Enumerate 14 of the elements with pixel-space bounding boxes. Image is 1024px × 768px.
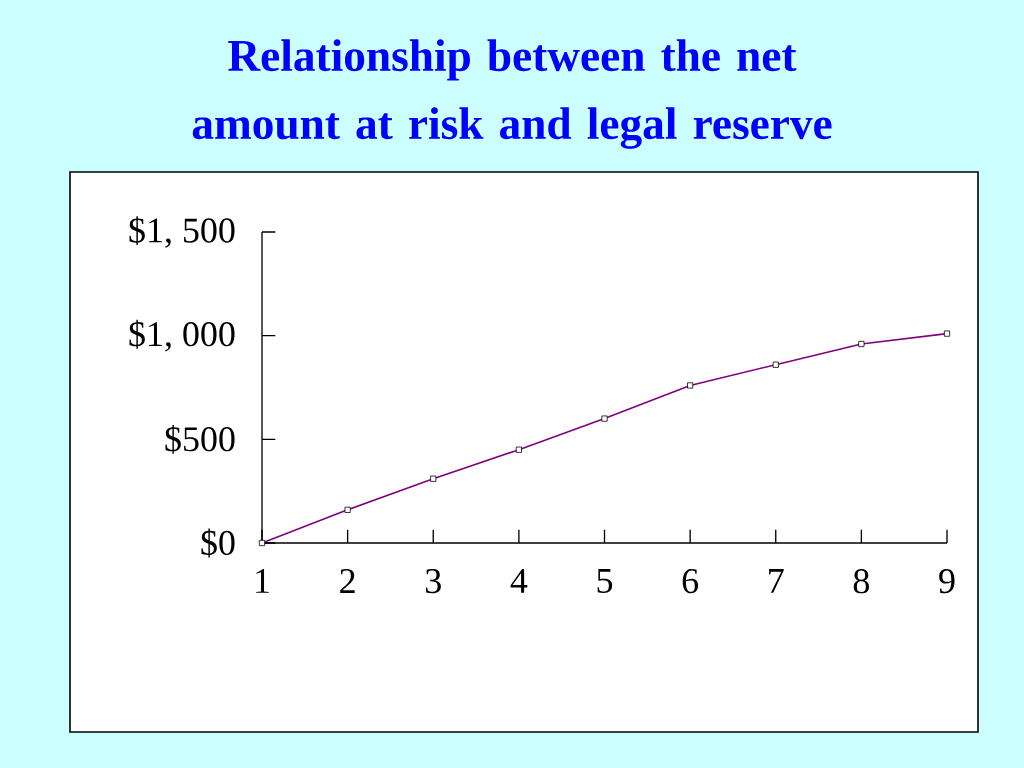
y-tick-label: $500 — [165, 424, 235, 454]
x-tick-label: 7 — [769, 569, 784, 593]
y-tick-label: $1, 500 — [129, 216, 235, 248]
y-tick-label: $0 — [201, 528, 235, 558]
x-tick-label: 6 — [682, 569, 699, 594]
x-tick-label: 3 — [425, 569, 441, 594]
x-tick-label: 9 — [939, 569, 955, 594]
x-tick-label: 1 — [256, 569, 269, 593]
y-tick-label: $1, 000 — [129, 319, 235, 352]
x-tick-label: 4 — [510, 569, 528, 593]
chart-title: Relationship between the net amount at risk and legal reserve — [192, 39, 832, 149]
x-tick-label: 2 — [340, 569, 355, 593]
x-tick-label: 5 — [597, 569, 613, 593]
x-tick-label: 8 — [853, 569, 869, 594]
